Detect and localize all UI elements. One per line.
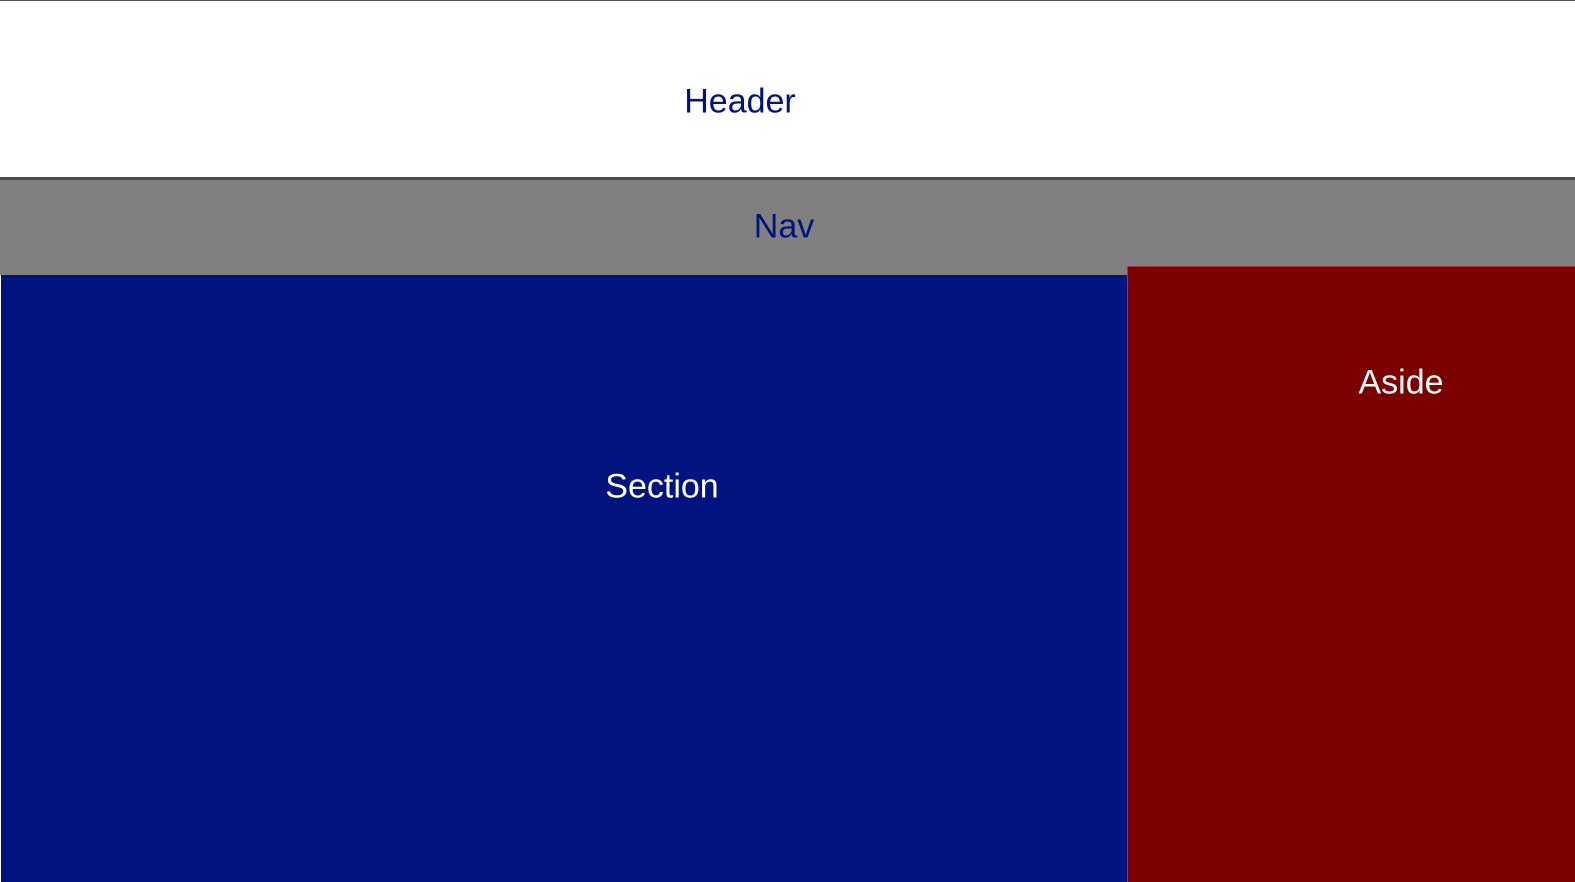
- nav-label: Nav: [753, 207, 815, 246]
- nav-region[interactable]: Nav: [0, 177, 1575, 275]
- header-label: Header: [684, 82, 796, 121]
- aside-label: Aside: [1358, 363, 1444, 402]
- header-region: Header: [0, 0, 1575, 177]
- aside-region: Aside: [1127, 266, 1575, 882]
- section-region: Section: [1, 275, 1128, 882]
- section-label: Section: [605, 467, 719, 506]
